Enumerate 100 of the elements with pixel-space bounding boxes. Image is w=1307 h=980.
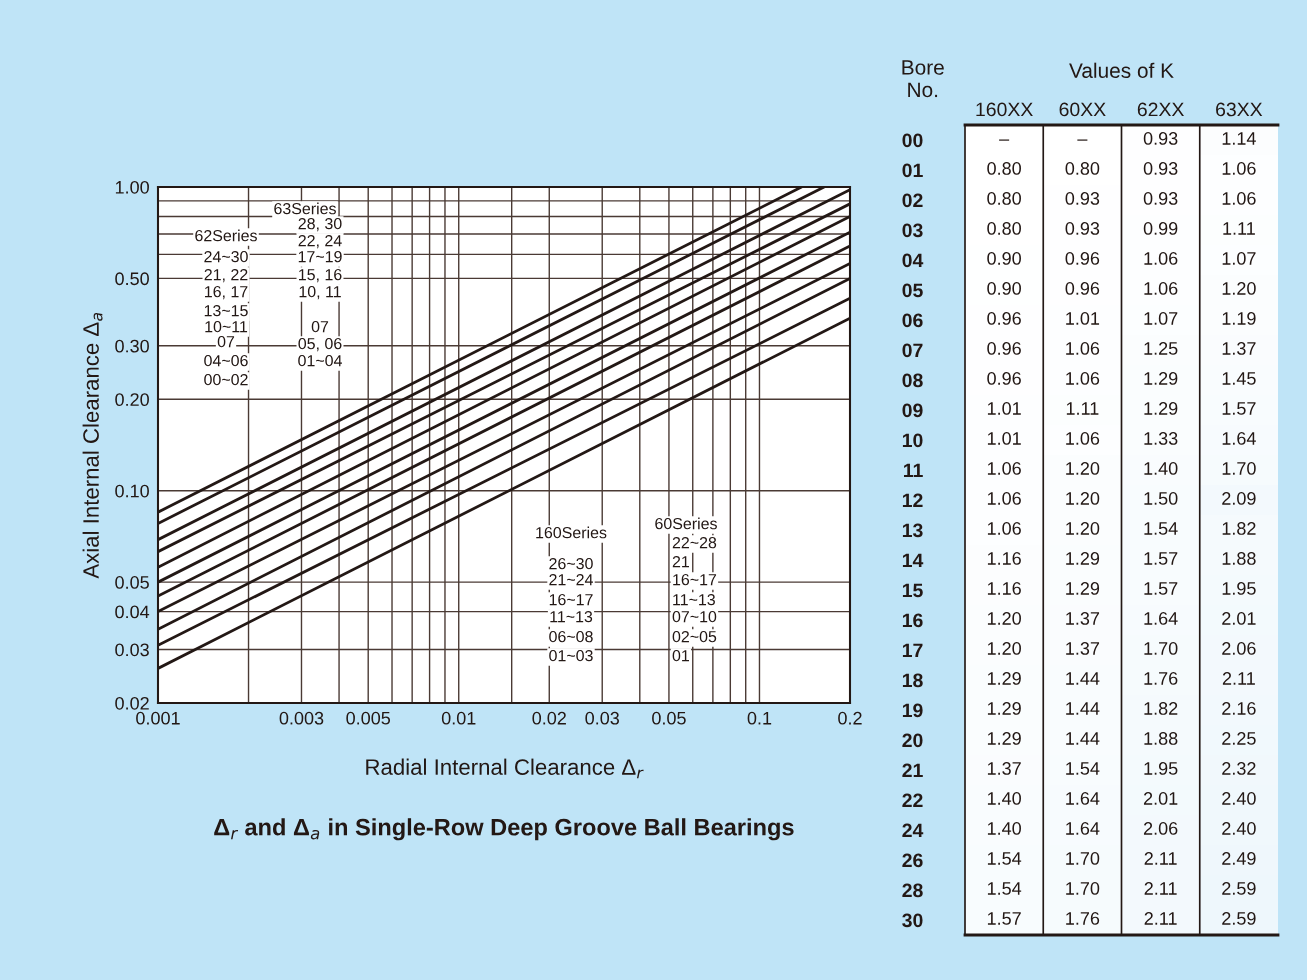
annotation: 21	[672, 555, 689, 568]
data-label: 2.11	[1144, 912, 1177, 925]
data-label: 1.70	[1144, 642, 1178, 655]
data-label: 2.16	[1222, 702, 1256, 715]
y-tick-label: 20	[902, 733, 923, 748]
x-tick-label: 0.003	[279, 711, 324, 725]
data-label: 0.80	[1065, 162, 1100, 175]
x-tick-label: 62XX	[1137, 102, 1184, 117]
annotation: 00~02	[204, 373, 248, 386]
data-label: 1.29	[987, 672, 1021, 685]
data-label: 2.06	[1222, 642, 1256, 655]
data-label: 1.33	[1144, 432, 1178, 445]
data-label: 0.93	[1143, 162, 1178, 175]
data-label: 1.07	[1144, 312, 1178, 325]
data-label: 2.49	[1222, 852, 1256, 865]
y-tick-label: 17	[902, 643, 923, 658]
y-tick-label: 15	[902, 583, 923, 598]
data-label: 1.40	[1144, 462, 1178, 475]
annotation: 62Series	[195, 229, 257, 242]
y-tick-label: 14	[902, 553, 924, 568]
annotation: 11~13	[550, 610, 593, 623]
y-tick-label: 0.50	[115, 272, 149, 286]
y-tick-label: 09	[902, 403, 923, 418]
annotation: 05, 06	[298, 337, 342, 352]
x-tick-label: 60XX	[1059, 102, 1106, 117]
data-label: 1.88	[1222, 552, 1256, 565]
y-tick-label: 28	[902, 883, 923, 898]
data-label: 1.45	[1222, 372, 1256, 385]
data-label: 1.54	[987, 852, 1022, 865]
y-tick-label: 04	[902, 253, 924, 268]
data-label: 1.25	[1144, 342, 1178, 355]
annotation: 21~24	[549, 573, 593, 586]
annotation: 01~04	[298, 354, 342, 367]
y-tick-label: 0.30	[115, 339, 149, 353]
annotation: 22, 24	[298, 234, 342, 249]
y-tick-label: 0.03	[115, 643, 149, 657]
data-label: 0.93	[1065, 192, 1100, 205]
data-label: 1.06	[987, 462, 1021, 475]
data-label: 0.96	[987, 342, 1021, 355]
data-label: 1.64	[1066, 822, 1100, 835]
data-label: 0.93	[1065, 222, 1100, 235]
data-label: 1.54	[987, 882, 1022, 895]
data-label: 0.93	[1143, 192, 1178, 205]
chart-title: Values of K	[1069, 62, 1174, 78]
y-tick-label: 08	[902, 373, 923, 388]
data-label: 2.11	[1144, 852, 1177, 865]
y-tick-label: 06	[902, 313, 923, 328]
data-label: 2.01	[1143, 792, 1178, 805]
data-label: 2.40	[1222, 792, 1256, 805]
y-tick-label: 05	[902, 283, 923, 298]
x-tick-label: 0.01	[441, 711, 476, 725]
data-label: 1.07	[1222, 252, 1256, 265]
data-label: 1.76	[1066, 912, 1100, 925]
data-label: 1.44	[1066, 702, 1100, 715]
y-tick-label: 07	[902, 343, 923, 358]
y-tick-label: 00	[902, 133, 923, 148]
data-label: 1.29	[1144, 402, 1178, 415]
data-label: 2.59	[1222, 912, 1256, 925]
y-tick-label: 30	[902, 913, 923, 928]
data-label: 1.37	[987, 762, 1021, 775]
data-label: 1.29	[987, 702, 1021, 715]
annotation: 13~15	[204, 304, 248, 317]
data-label: 1.50	[1144, 492, 1178, 505]
x-tick-label: 0.1	[747, 711, 772, 725]
y-tick-label: 16	[902, 613, 923, 628]
data-label: 1.20	[1066, 492, 1100, 505]
y-tick-label: 01	[902, 163, 923, 178]
data-label: 1.06	[1222, 162, 1256, 175]
y-tick-label: 0.04	[115, 605, 150, 619]
annotation: 15, 16	[299, 268, 342, 283]
y-tick-label: 0.05	[115, 576, 149, 589]
annotation: 21, 22	[204, 268, 248, 283]
y-tick-label: 22	[902, 793, 923, 808]
y-tick-label: 24	[902, 823, 924, 838]
data-label: 1.44	[1066, 672, 1100, 685]
y-axis-title: Bore No.	[902, 60, 944, 98]
x-tick-label: 63XX	[1216, 102, 1263, 117]
x-axis-title: Radial Internal Clearance Δ$_{r}$	[366, 758, 644, 779]
data-label: 0.96	[1065, 282, 1100, 295]
x-tick-label: 0.005	[346, 711, 391, 725]
data-label: 1.20	[987, 612, 1021, 625]
data-label: 2.09	[1222, 492, 1256, 505]
data-label: 1.20	[1066, 522, 1100, 535]
data-label: 2.40	[1222, 822, 1256, 835]
data-label: 1.37	[1222, 342, 1256, 355]
data-label: 1.06	[1222, 192, 1256, 205]
y-tick-label: 21	[902, 763, 923, 778]
data-label: 1.01	[987, 402, 1021, 415]
x-tick-label: 0.03	[585, 711, 619, 725]
data-label: 1.20	[987, 642, 1021, 655]
annotation: 63Series	[274, 202, 336, 215]
annotation: 16, 17	[205, 285, 248, 300]
data-label: 1.95	[1144, 762, 1178, 775]
data-label: 1.76	[1144, 672, 1178, 685]
y-tick-label: 0.02	[115, 696, 149, 710]
y-tick-label: 10	[902, 433, 923, 448]
data-label: 2.01	[1222, 612, 1256, 625]
data-label: 1.16	[987, 552, 1021, 565]
y-tick-label: 12	[902, 493, 923, 508]
annotation: 26~30	[549, 557, 593, 570]
